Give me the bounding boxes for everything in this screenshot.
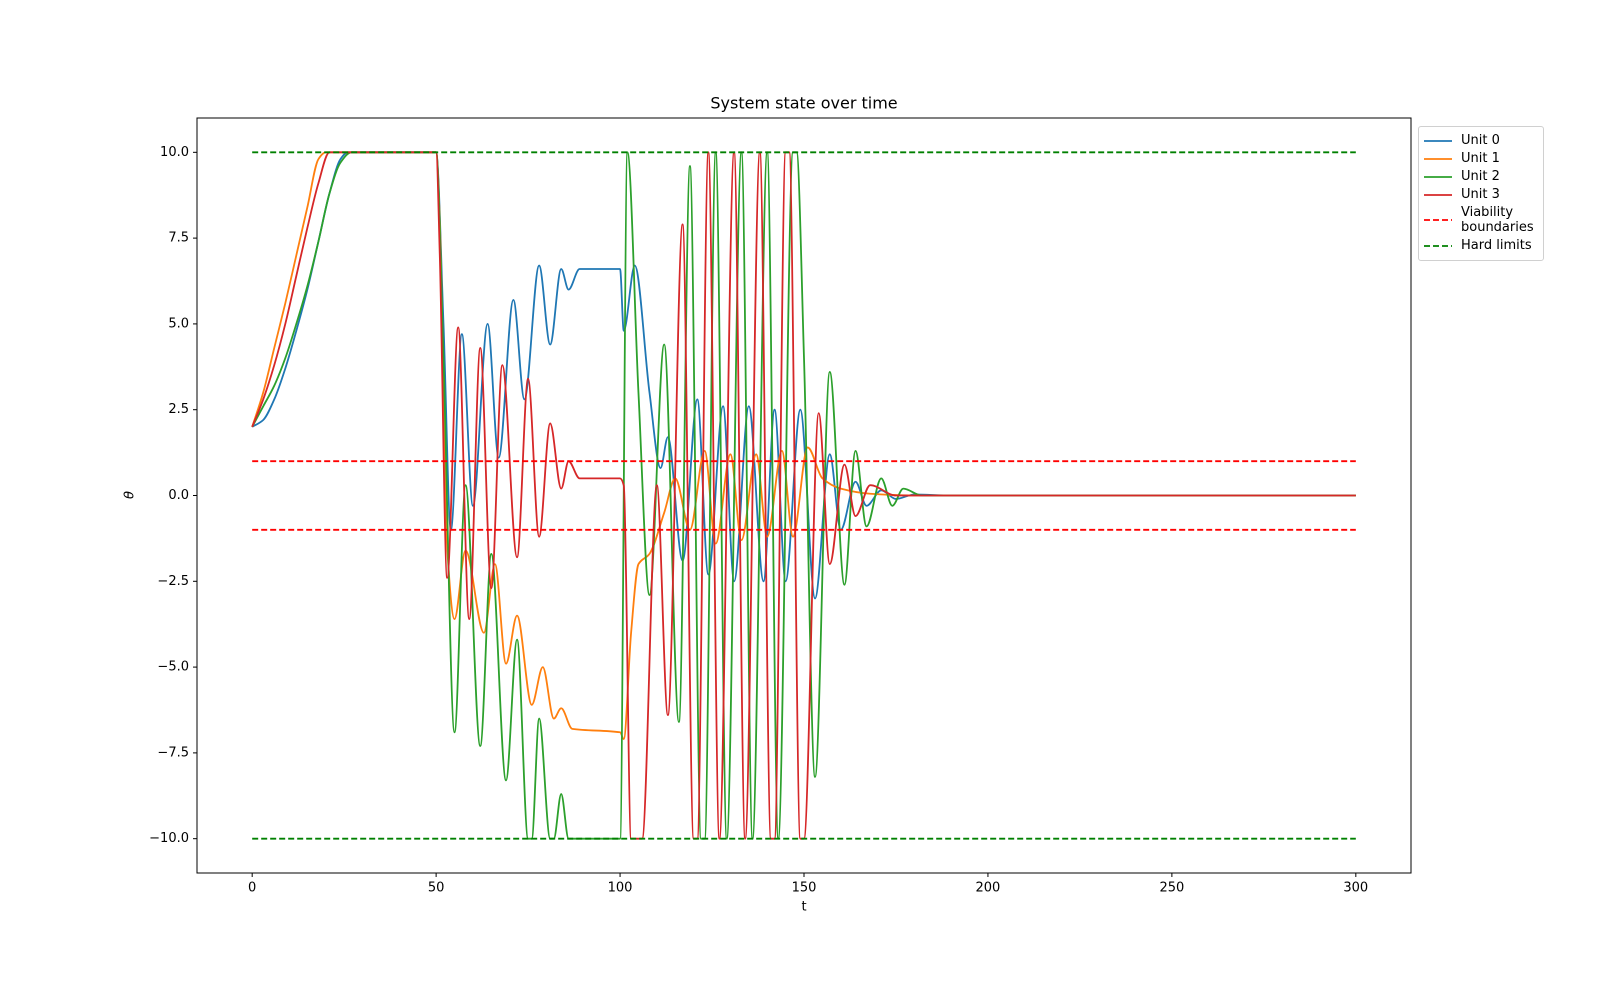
x-axis-label: t [801, 900, 806, 915]
y-tick-label: −2.5 [157, 574, 189, 589]
x-tick-label: 250 [1159, 881, 1184, 896]
x-tick-label: 100 [608, 881, 633, 896]
legend-item: Unit 2 [1424, 169, 1543, 184]
legend-item: Unit 1 [1424, 151, 1543, 166]
x-tick-label: 200 [976, 881, 1001, 896]
x-tick-label: 0 [248, 881, 256, 896]
y-tick-label: −10.0 [149, 831, 189, 846]
y-tick-label: 10.0 [160, 145, 189, 160]
series-line [251, 151, 1356, 840]
x-tick-label: 300 [1343, 881, 1368, 896]
legend-item: Unit 0 [1424, 133, 1543, 148]
y-tick-label: 0.0 [168, 488, 189, 503]
y-tick-label: −7.5 [157, 745, 189, 760]
y-tick-label: 7.5 [168, 231, 189, 246]
legend-swatch [1424, 244, 1452, 247]
y-axis-label: θ [123, 491, 138, 499]
x-tick-label: 50 [428, 881, 445, 896]
legend-swatch [1424, 175, 1452, 178]
legend-label: Unit 0 [1461, 133, 1500, 148]
legend-label: Unit 2 [1461, 169, 1500, 184]
legend-swatch [1424, 219, 1452, 221]
series-line [251, 151, 1356, 840]
legend-label: Unit 3 [1461, 187, 1500, 202]
legend-swatch [1424, 157, 1452, 160]
legend-label: Viability boundaries [1461, 205, 1534, 235]
chart-title: System state over time [710, 94, 897, 113]
legend-item: Unit 3 [1424, 187, 1543, 202]
legend-label: Unit 1 [1461, 151, 1500, 166]
legend-item: Hard limits [1424, 238, 1543, 253]
y-tick-label: −5.0 [157, 660, 189, 675]
plot-area [251, 151, 1356, 840]
y-tick-label: 2.5 [168, 402, 189, 417]
legend-label: Hard limits [1461, 238, 1532, 253]
legend: Unit 0 Unit 1 Unit 2 Unit 3 Viability bounda… [1418, 126, 1544, 261]
legend-swatch [1424, 193, 1452, 196]
legend-swatch [1424, 139, 1452, 142]
x-tick-label: 150 [792, 881, 817, 896]
legend-item: Viability boundaries [1424, 205, 1543, 235]
y-tick-label: 5.0 [168, 316, 189, 331]
